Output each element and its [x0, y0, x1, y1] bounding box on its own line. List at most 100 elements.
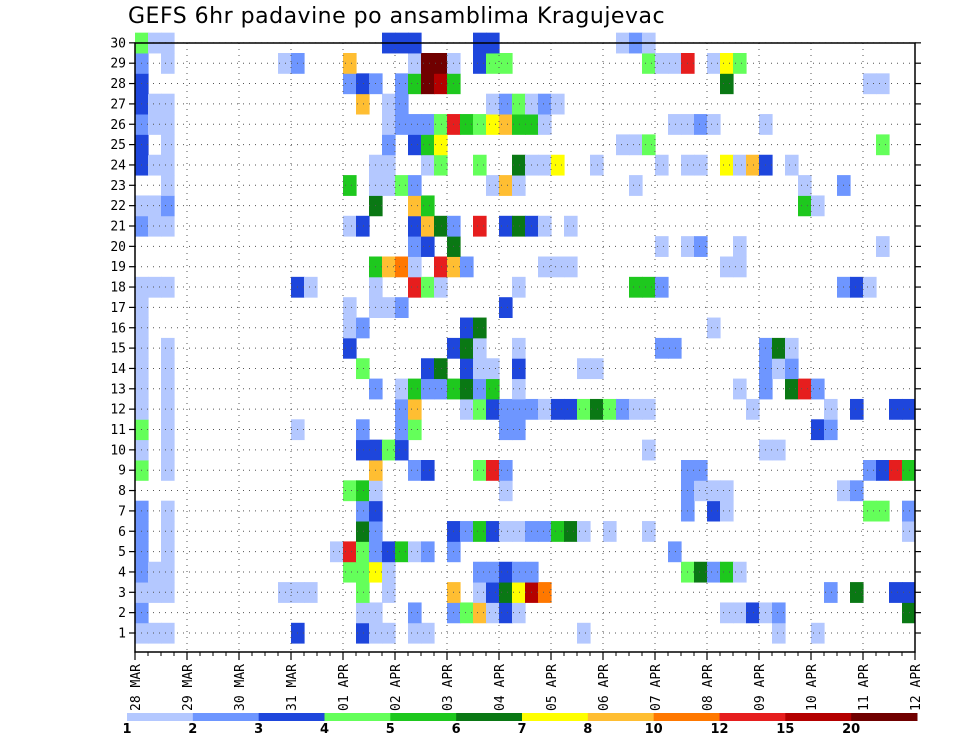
- x-tick-label: 11 APR: [857, 664, 872, 711]
- precip-cell: [538, 582, 552, 603]
- colorbar-label: 4: [320, 722, 329, 737]
- precip-cell: [343, 297, 357, 318]
- precip-cell: [538, 256, 552, 278]
- precip-cell: [720, 256, 734, 278]
- precip-cell: [889, 398, 903, 420]
- precip-cell: [343, 175, 357, 196]
- precip-cell: [863, 500, 877, 522]
- precip-cell: [395, 256, 409, 278]
- precip-cell: [486, 602, 500, 624]
- precip-cell: [642, 134, 656, 156]
- precip-cell: [460, 358, 474, 380]
- precip-cell: [460, 256, 474, 278]
- precip-cell: [694, 154, 708, 176]
- precip-cell: [512, 215, 526, 237]
- precip-cell: [616, 398, 630, 420]
- precip-cell: [161, 378, 175, 400]
- precip-cell: [343, 215, 357, 237]
- precip-cell: [668, 53, 682, 74]
- precip-cell: [148, 154, 162, 176]
- precip-cell: [473, 582, 487, 603]
- precip-cell: [564, 215, 578, 237]
- precip-cell: [486, 358, 500, 380]
- precip-cell: [356, 419, 370, 441]
- colorbar-swatch: [456, 713, 523, 721]
- x-tick-label: 05 APR: [545, 664, 560, 711]
- precip-cell: [408, 236, 422, 257]
- precip-cell: [304, 276, 318, 298]
- precip-cell: [707, 114, 721, 135]
- y-tick-label: 24: [110, 158, 126, 173]
- precip-cell: [161, 622, 175, 644]
- precip-cell: [382, 561, 396, 583]
- precip-cell: [733, 236, 747, 257]
- colorbar-label: 1: [122, 722, 131, 737]
- precip-cell: [512, 93, 526, 115]
- precip-cell: [499, 175, 513, 196]
- precip-cell: [382, 175, 396, 196]
- y-tick-label: 3: [118, 586, 126, 601]
- x-tick-label: 09 APR: [753, 664, 768, 711]
- precip-cell: [772, 622, 786, 644]
- precip-cell: [590, 154, 604, 176]
- precip-cell: [538, 398, 552, 420]
- precip-cell: [486, 561, 500, 583]
- precip-cell: [798, 195, 812, 217]
- precip-cell: [642, 439, 656, 461]
- precip-cell: [434, 73, 448, 95]
- precip-cell: [473, 460, 487, 481]
- precip-cell: [161, 398, 175, 420]
- precip-cell: [161, 582, 175, 603]
- colorbar-label: 15: [776, 722, 794, 737]
- precip-cell: [356, 602, 370, 624]
- y-tick-label: 14: [110, 362, 126, 377]
- x-tick-label: 07 APR: [649, 664, 664, 711]
- y-tick-label: 17: [110, 301, 126, 316]
- precip-cell: [733, 53, 747, 74]
- precip-cell: [161, 93, 175, 115]
- precip-cell: [304, 582, 318, 603]
- colorbar-label: 7: [517, 722, 526, 737]
- precip-cell: [642, 398, 656, 420]
- precip-cell: [148, 114, 162, 135]
- precip-cell: [473, 398, 487, 420]
- y-tick-label: 16: [110, 321, 126, 336]
- precip-cell: [343, 480, 357, 502]
- precip-cell: [161, 337, 175, 359]
- precip-cell: [499, 53, 513, 74]
- precip-cell: [408, 195, 422, 217]
- precip-cell: [499, 521, 513, 542]
- y-tick-label: 13: [110, 382, 126, 397]
- precip-cell: [395, 398, 409, 420]
- precip-cell: [434, 276, 448, 298]
- precip-cell: [421, 53, 435, 74]
- precip-cell: [356, 541, 370, 563]
- precip-cell: [850, 398, 864, 420]
- precip-cell: [655, 154, 669, 176]
- precip-cell: [902, 521, 915, 542]
- precip-cell: [148, 215, 162, 237]
- precip-cell: [421, 154, 435, 176]
- y-tick-label: 23: [110, 179, 126, 194]
- precip-cell: [434, 378, 448, 400]
- precip-cell: [785, 154, 799, 176]
- precip-cell: [551, 93, 565, 115]
- precip-cell: [577, 358, 591, 380]
- x-tick-label: 10 APR: [805, 664, 820, 711]
- precip-cell: [538, 114, 552, 135]
- precip-cell: [486, 460, 500, 481]
- precip-cell: [694, 561, 708, 583]
- y-tick-label: 21: [110, 220, 126, 235]
- colorbar-swatch: [851, 713, 918, 721]
- precip-cell: [499, 561, 513, 583]
- y-tick-label: 10: [110, 443, 126, 458]
- precip-cell: [486, 398, 500, 420]
- precip-cell: [772, 358, 786, 380]
- precip-cell: [707, 500, 721, 522]
- precip-cell: [798, 175, 812, 196]
- precip-cell: [473, 358, 487, 380]
- precip-cell: [772, 602, 786, 624]
- y-tick-label: 9: [118, 464, 126, 479]
- precip-cell: [161, 175, 175, 196]
- y-tick-label: 1: [118, 627, 126, 642]
